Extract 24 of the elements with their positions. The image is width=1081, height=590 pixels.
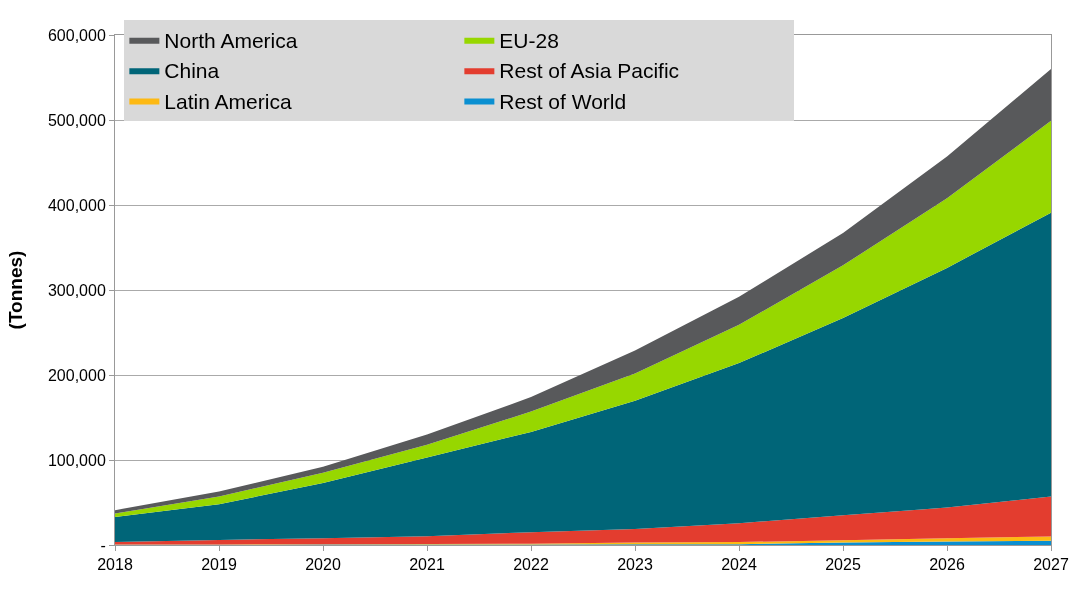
x-tick-label: 2027 xyxy=(1033,556,1069,574)
y-tick-label: - xyxy=(100,536,106,554)
y-axis-title: (Tonnes) xyxy=(4,250,26,330)
x-tick-label: 2023 xyxy=(617,556,653,574)
x-tick-label: 2018 xyxy=(97,556,133,574)
y-tick-label: 200,000 xyxy=(47,366,106,384)
legend-label: EU-28 xyxy=(499,29,559,53)
x-tick-label: 2025 xyxy=(825,556,861,574)
y-tick-label: 300,000 xyxy=(47,281,106,299)
x-tick-label: 2019 xyxy=(201,556,237,574)
legend-label: Rest of Asia Pacific xyxy=(499,59,680,83)
y-tick-label: 100,000 xyxy=(47,451,106,469)
legend-label: Rest of World xyxy=(499,89,627,113)
legend-label: China xyxy=(164,59,220,83)
x-tick-label: 2026 xyxy=(929,556,965,574)
legend-label: Latin America xyxy=(164,89,292,113)
y-tick-label: 600,000 xyxy=(47,26,106,44)
y-tick-label: 500,000 xyxy=(47,111,106,129)
x-tick-label: 2021 xyxy=(409,556,445,574)
x-tick-label: 2024 xyxy=(721,556,757,574)
x-tick-label: 2020 xyxy=(305,556,341,574)
x-tick-label: 2022 xyxy=(513,556,549,574)
legend-label: North America xyxy=(164,29,298,53)
y-tick-label: 400,000 xyxy=(47,196,106,214)
